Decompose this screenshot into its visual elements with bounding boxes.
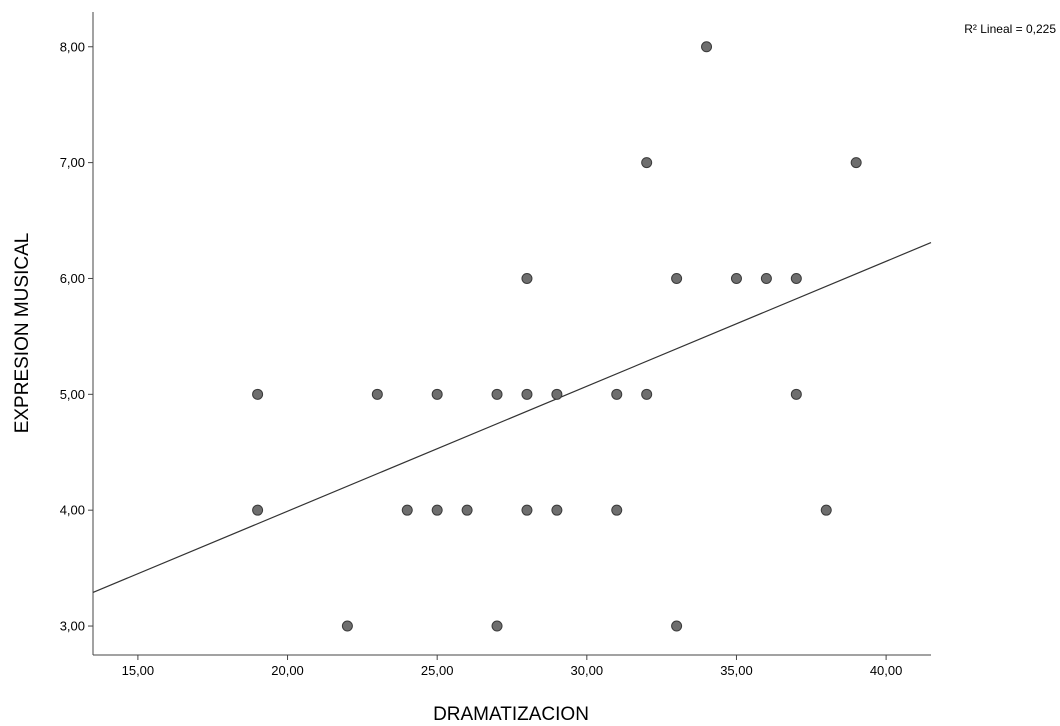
y-tick-label: 4,00	[60, 503, 85, 518]
data-point	[551, 504, 563, 516]
data-point	[611, 504, 623, 516]
data-point	[671, 620, 683, 632]
data-point	[491, 388, 503, 400]
data-point	[252, 388, 264, 400]
y-tick-label: 7,00	[60, 155, 85, 170]
data-point	[760, 272, 772, 284]
data-point	[521, 504, 533, 516]
data-point	[671, 272, 683, 284]
x-tick-label: 35,00	[720, 663, 753, 678]
y-tick-label: 8,00	[60, 39, 85, 54]
data-points	[252, 41, 862, 632]
data-point	[790, 272, 802, 284]
data-point	[431, 388, 443, 400]
y-tick-label: 6,00	[60, 271, 85, 286]
data-point	[371, 388, 383, 400]
x-tick-label: 20,00	[271, 663, 304, 678]
data-point	[461, 504, 473, 516]
x-tick-label: 40,00	[870, 663, 903, 678]
data-point	[401, 504, 413, 516]
data-point	[730, 272, 742, 284]
data-point	[641, 157, 653, 169]
data-point	[521, 388, 533, 400]
data-point	[431, 504, 443, 516]
y-axis-title: EXPRESION MUSICAL	[12, 233, 33, 434]
data-point	[491, 620, 503, 632]
x-ticks: 15,00 20,00 25,00 30,00 35,00 40,00	[122, 655, 903, 678]
fit-line-group	[92, 241, 932, 593]
fit-line	[92, 241, 932, 593]
data-point	[641, 388, 653, 400]
axes	[92, 12, 931, 656]
data-point	[790, 388, 802, 400]
data-point	[521, 272, 533, 284]
y-tick-label: 5,00	[60, 387, 85, 402]
y-ticks: 3,00 4,00 5,00 6,00 7,00 8,00	[60, 39, 93, 634]
data-point	[701, 41, 713, 53]
x-axis-title: DRAMATIZACION	[433, 704, 589, 725]
x-tick-label: 30,00	[571, 663, 604, 678]
x-tick-label: 25,00	[421, 663, 454, 678]
data-point	[252, 504, 264, 516]
r-squared-annotation: R² Lineal = 0,225	[964, 22, 1056, 36]
data-point	[820, 504, 832, 516]
data-point	[551, 388, 563, 400]
x-tick-label: 15,00	[122, 663, 155, 678]
data-point	[850, 157, 862, 169]
data-point	[341, 620, 353, 632]
data-point	[611, 388, 623, 400]
y-tick-label: 3,00	[60, 619, 85, 634]
